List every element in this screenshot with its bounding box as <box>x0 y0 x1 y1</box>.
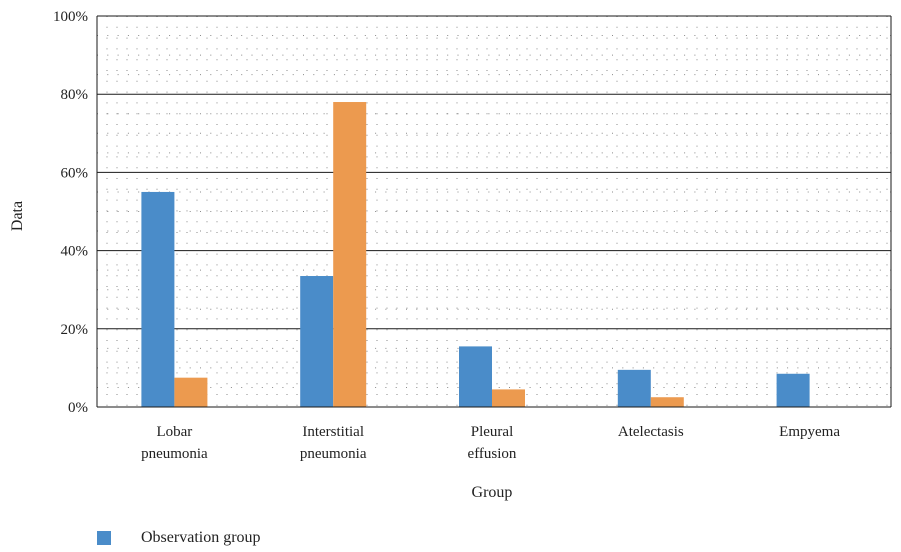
y-tick-label: 80% <box>61 87 89 103</box>
bar-observation <box>459 346 492 407</box>
y-tick-label: 40% <box>61 244 89 260</box>
y-tick-label: 0% <box>68 400 88 416</box>
grid-lines <box>97 15 891 408</box>
bar-series-2 <box>333 102 367 408</box>
bar-series-2 <box>492 389 525 407</box>
x-tick-label: Lobar <box>156 424 192 440</box>
x-tick-label: effusion <box>468 446 517 462</box>
tick-labels: 0% 20% 40% 60% 80% 100% Lobar pneumonia Intersti… <box>53 9 840 462</box>
x-tick-label: Interstitial <box>302 424 364 440</box>
legend-item-observation-group: Observation group <box>97 529 261 547</box>
x-tick-label: pneumonia <box>141 446 208 462</box>
y-axis-label: Data <box>9 201 26 231</box>
legend-label: Observation group <box>141 529 261 546</box>
bar-observation <box>617 369 651 407</box>
legend-swatch <box>97 531 111 545</box>
x-tick-label: Pleural <box>471 424 514 440</box>
bar-observation <box>300 276 334 407</box>
bar-series-2 <box>174 377 208 407</box>
x-tick-label: pneumonia <box>300 446 367 462</box>
y-tick-label: 20% <box>61 322 89 338</box>
x-axis-label: Group <box>472 484 513 501</box>
axes <box>96 16 892 408</box>
bar-observation <box>141 191 175 407</box>
x-tick-label: Atelectasis <box>618 424 684 440</box>
y-tick-label: 60% <box>61 165 89 181</box>
x-tick-label: Empyema <box>779 424 840 440</box>
y-tick-label: 100% <box>53 9 88 25</box>
bars <box>141 102 810 408</box>
bar-observation <box>776 373 810 407</box>
bar-series-2 <box>650 397 684 407</box>
